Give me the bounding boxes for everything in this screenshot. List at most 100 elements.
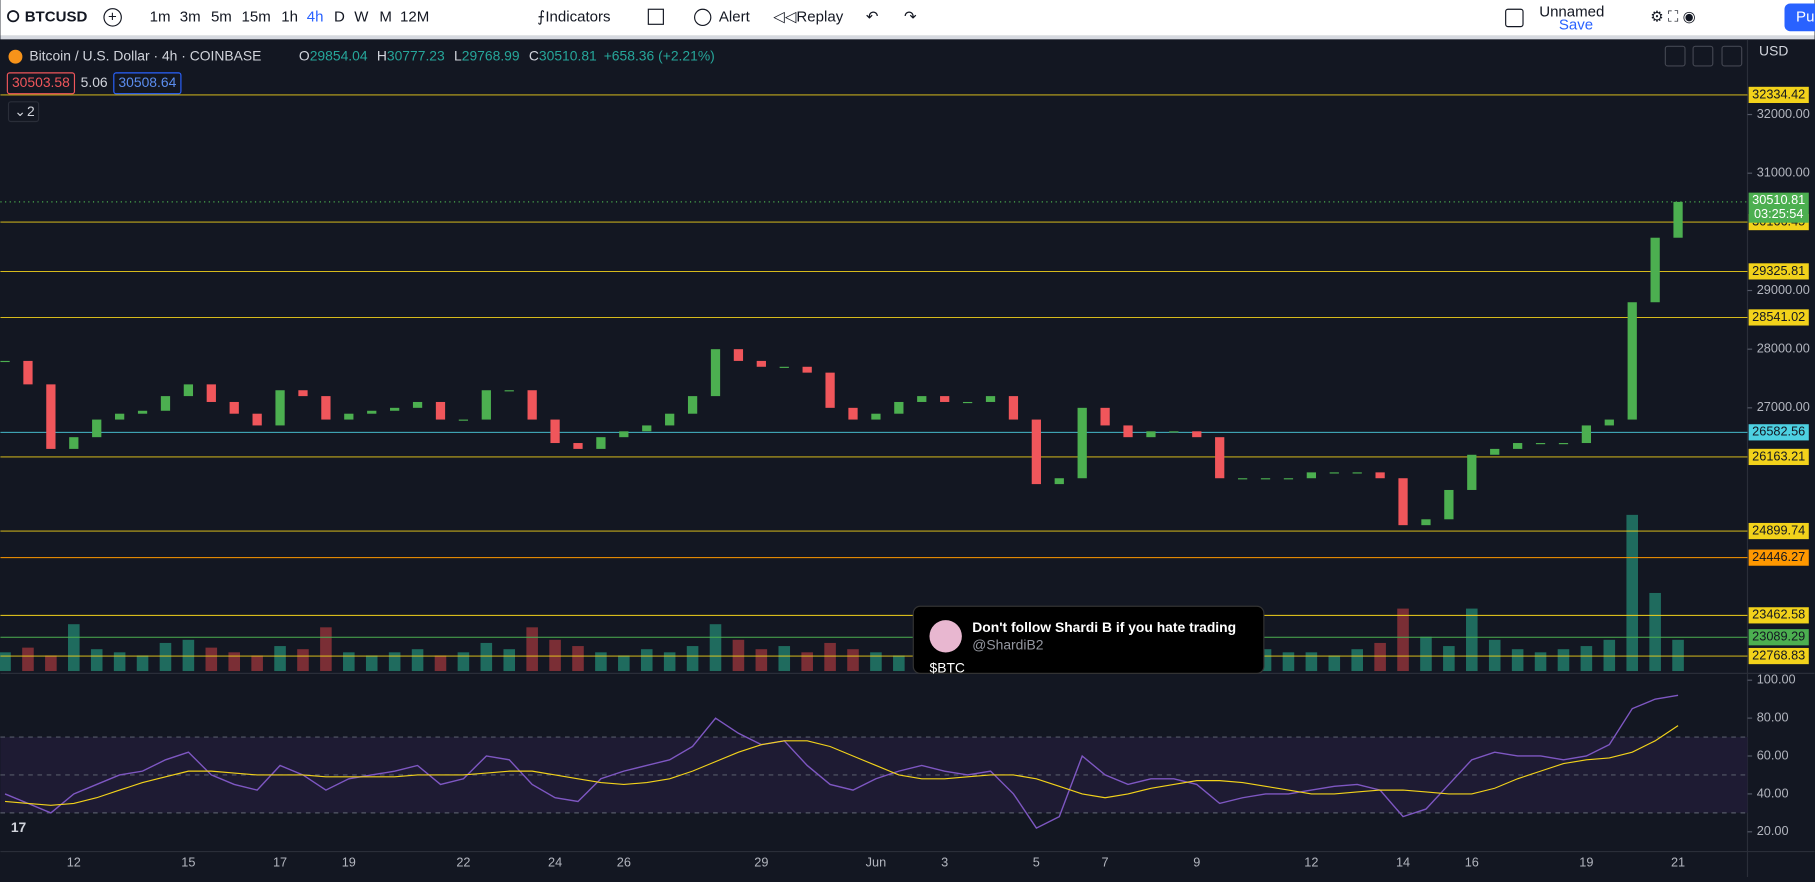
ask: 30508.64 [118,74,176,90]
replay[interactable]: Replay [796,8,843,25]
ohlc-label: H [377,47,387,63]
volume-bar [68,624,80,671]
x-tick-label: 15 [181,854,195,869]
x-tick-label: 26 [617,854,631,869]
level-label: 22768.83 [1752,647,1805,662]
publish[interactable]: Pu [1796,8,1814,25]
candle [298,390,307,396]
ohlc-label: O [299,47,310,63]
x-tick-label: 7 [1102,854,1109,869]
candle [184,384,193,396]
candle [1605,420,1614,426]
interval[interactable]: 1h [281,8,298,25]
undo[interactable]: ↶ [866,8,879,25]
candle [917,396,926,402]
candle [825,373,834,408]
x-tick-label: 9 [1193,854,1200,869]
interval[interactable]: 5m [211,8,232,25]
volume-bar [503,649,515,671]
candle [230,402,239,414]
candle [871,414,880,420]
level-label: 26582.56 [1752,424,1805,439]
interval[interactable]: 12M [400,8,429,25]
candle [550,420,559,443]
candle [275,390,284,425]
candle [1192,431,1201,437]
volume-bar [297,649,309,671]
settings-icons[interactable]: ⚙ ⛶ ◉ [1650,8,1695,25]
volume-bar [893,655,905,671]
candle [367,411,376,414]
volume-bar [274,646,286,671]
rsi-tick-label: 100.00 [1757,672,1796,687]
candle [757,361,766,367]
pane-btn[interactable] [1665,46,1685,66]
x-tick-label: 12 [1304,854,1318,869]
interval[interactable]: 4h [307,8,324,25]
volume-bar [366,655,378,671]
volume-bar [756,649,768,671]
indicators-icon: ⨍ [537,8,545,25]
pane-btn[interactable] [1722,46,1742,66]
volume-bar [1604,640,1616,671]
level-label: 26163.21 [1752,448,1805,463]
interval[interactable]: W [354,8,369,25]
interval[interactable]: M [379,8,392,25]
tweet-text: $BTC [929,659,964,675]
candle [1673,202,1682,238]
interval[interactable]: D [334,8,345,25]
candle [1375,472,1384,478]
indicators[interactable]: Indicators [545,8,610,25]
save[interactable]: Save [1559,16,1593,33]
candle [344,414,353,420]
candle [1353,472,1362,473]
symbol[interactable]: BTCUSD [25,8,88,25]
candle [940,396,949,402]
volume-bar [1512,649,1524,671]
ohlc-value: 29854.04 [310,47,368,63]
volume-bar [1489,640,1501,671]
candle [0,361,9,362]
last-price: 30510.81 [1752,192,1805,207]
level-label: 29325.81 [1752,263,1805,278]
volume-bar [1466,609,1478,671]
interval[interactable]: 1m [150,8,171,25]
volume-bar [710,624,722,671]
currency[interactable]: USD [1759,43,1788,59]
redo[interactable]: ↷ [904,8,917,25]
volume-bar [641,649,653,671]
candle [459,420,468,421]
y-tick-label: 28000.00 [1757,341,1810,356]
volume-bar [549,640,561,671]
rsi-tick-label: 80.00 [1757,709,1789,724]
volume-bar [1581,646,1593,671]
add-symbol-plus[interactable]: + [108,8,117,25]
volume-bar [160,643,172,671]
candle [69,437,78,449]
candle [642,425,651,431]
tv-logo: 17 [11,819,27,835]
candle [596,437,605,449]
volume-bar [1535,652,1547,671]
candle [734,349,743,361]
interval[interactable]: 3m [180,8,201,25]
change: +658.36 (+2.21%) [604,47,715,63]
candle [23,361,32,384]
tweet-card[interactable]: Don't follow Shardi B if you hate tradin… [913,606,1264,675]
candle [986,396,995,402]
pane-btn[interactable] [1693,46,1713,66]
volume-bar [572,646,584,671]
interval[interactable]: 15m [241,8,270,25]
y-tick-label: 29000.00 [1757,282,1810,297]
candle [1123,425,1132,437]
alert[interactable]: Alert [719,8,751,25]
volume-bar [435,655,447,671]
candle [711,349,720,396]
x-tick-label: Jun [866,854,887,869]
toolbar-border [0,36,1814,39]
candle [803,367,812,373]
collapse-chevron: ⌄ [14,103,26,119]
tweet-handle: @ShardiB2 [972,636,1043,652]
